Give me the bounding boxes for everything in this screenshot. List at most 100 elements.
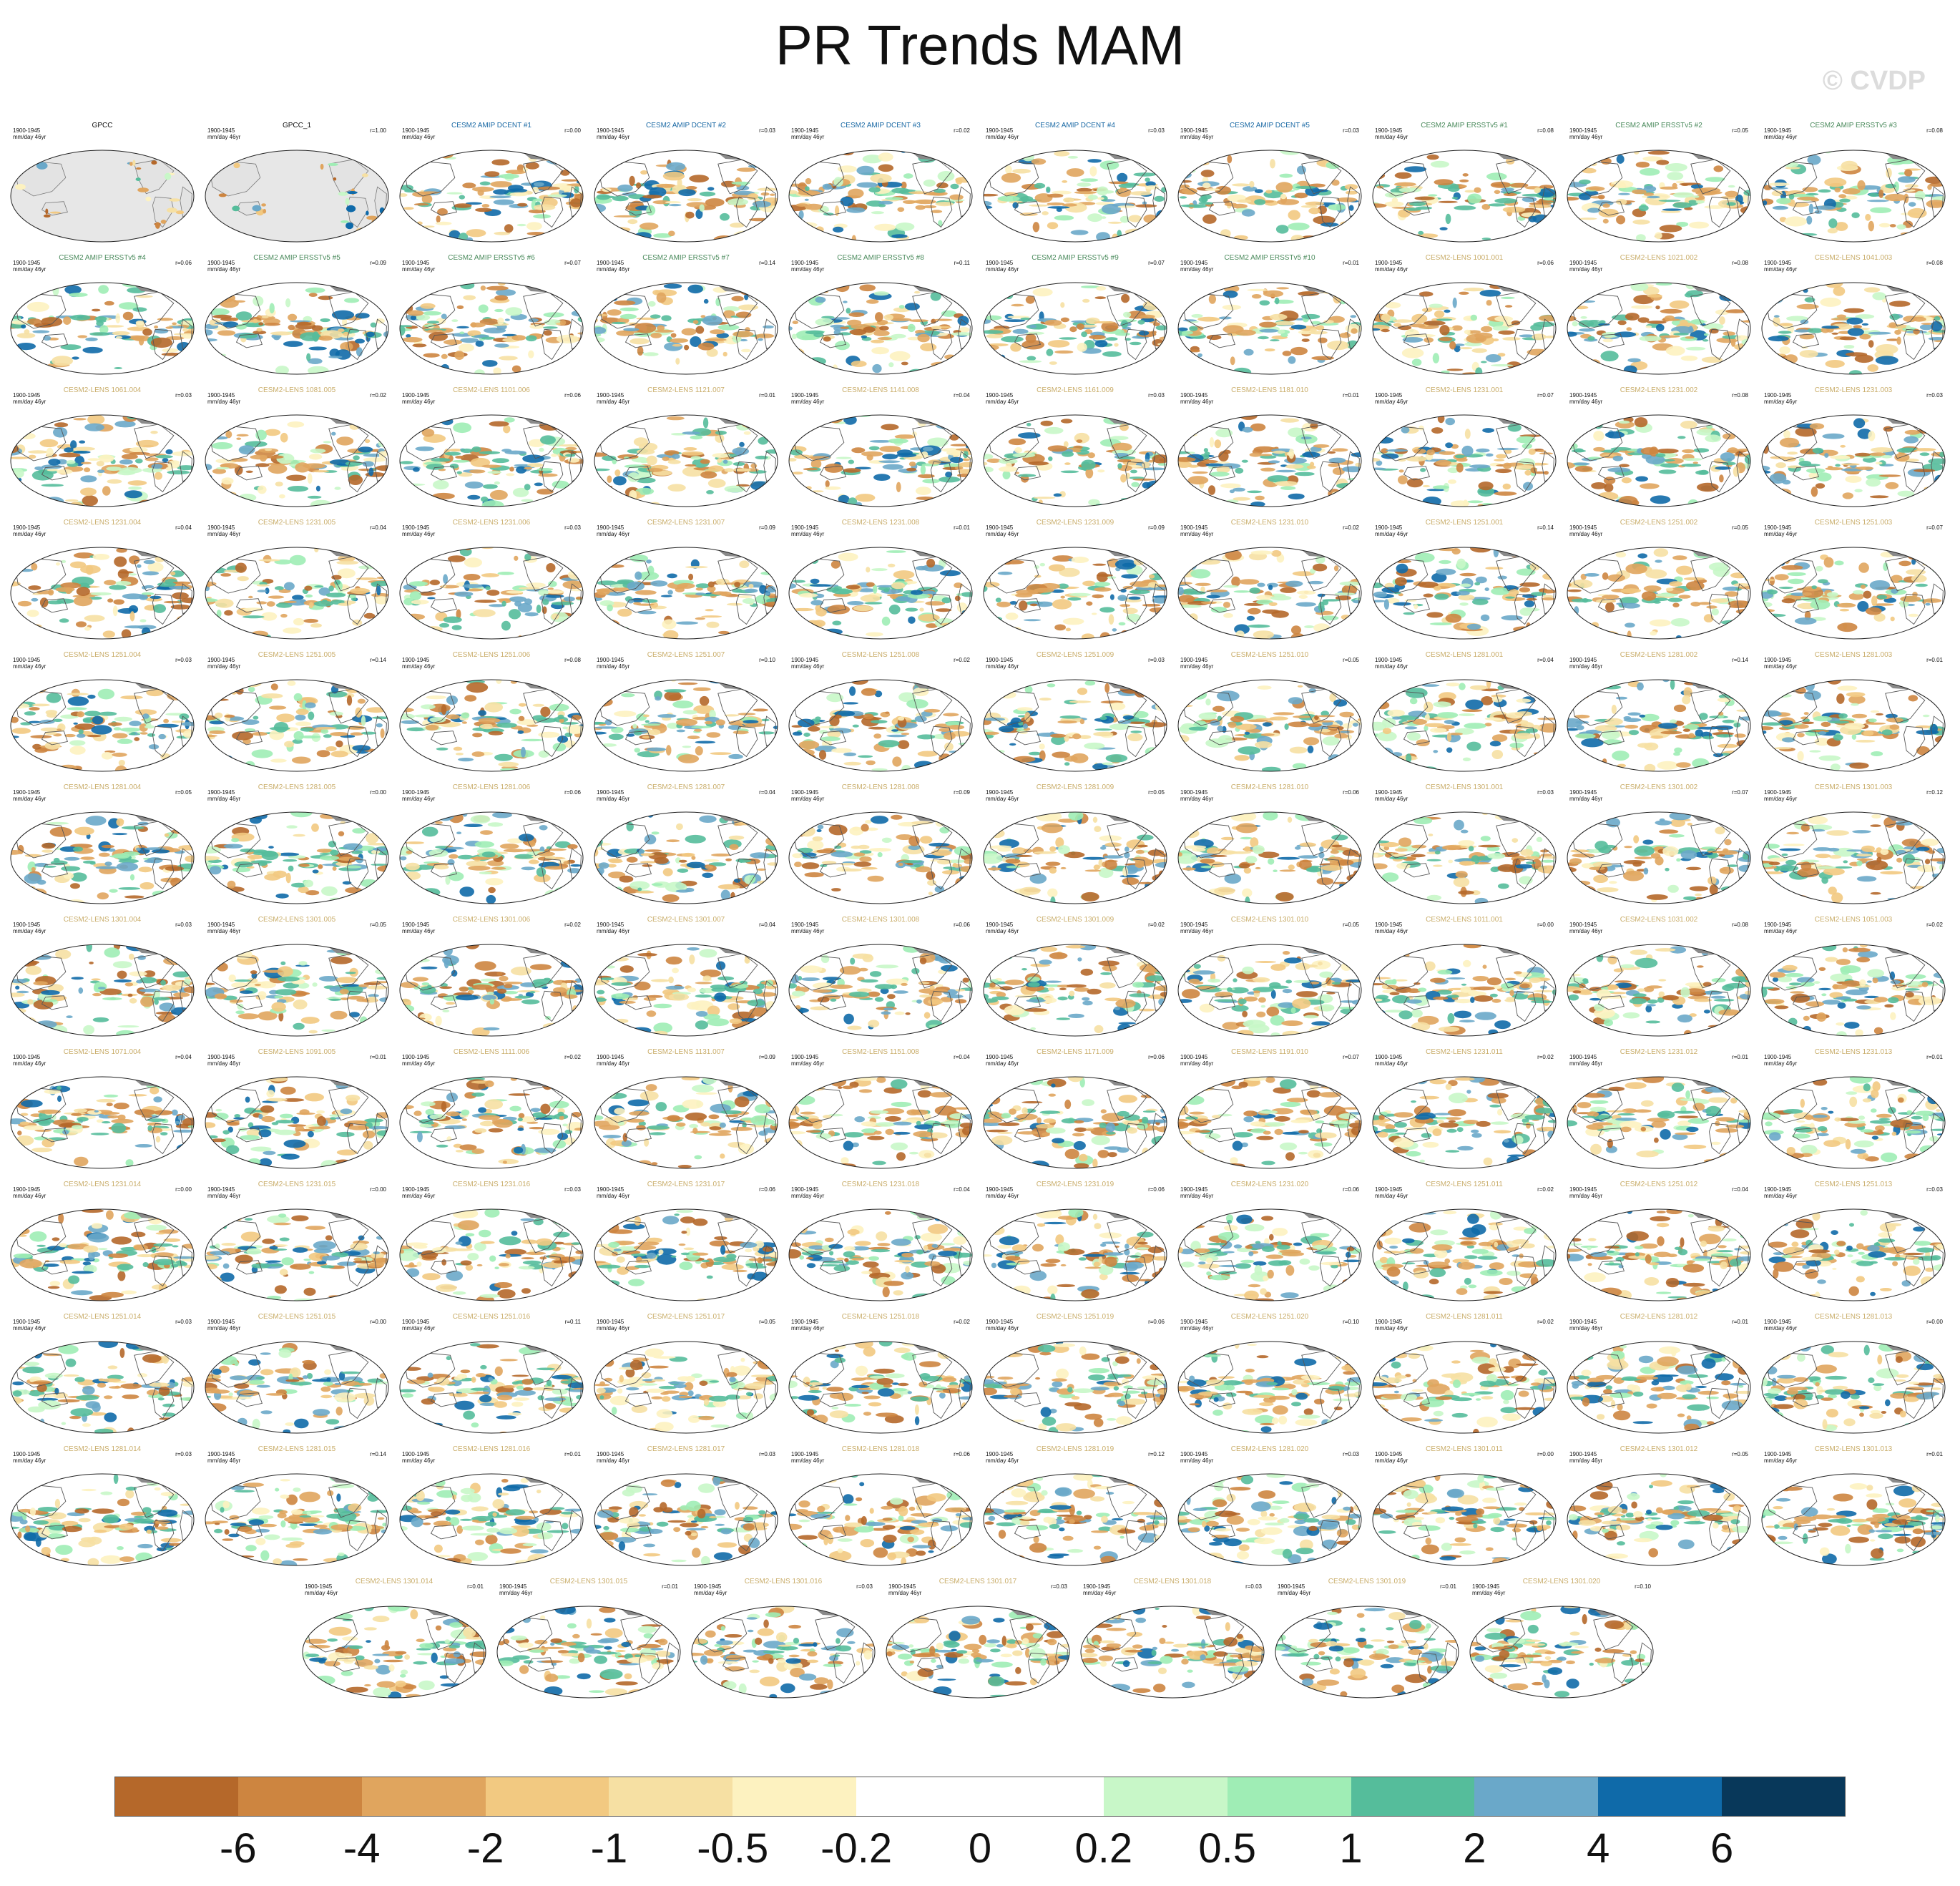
trend-blob xyxy=(428,331,449,341)
trend-blob xyxy=(702,417,709,429)
trend-blob xyxy=(1471,348,1487,353)
trend-blob xyxy=(1012,452,1036,458)
trend-blob xyxy=(101,752,113,760)
trend-blob xyxy=(702,316,723,326)
coastline xyxy=(1124,328,1147,361)
coastline xyxy=(1182,558,1234,594)
trend-blob xyxy=(115,581,132,586)
trend-blob xyxy=(701,615,722,618)
trend-blob xyxy=(409,591,422,600)
trend-blob xyxy=(1060,595,1065,599)
land-shape xyxy=(209,161,261,197)
map-border xyxy=(205,414,389,507)
coastline xyxy=(1319,196,1342,228)
trend-blob xyxy=(368,467,374,477)
trend-blob xyxy=(1495,469,1512,474)
panel-correlation: r=0.14 xyxy=(759,260,775,266)
trend-blob xyxy=(1665,346,1685,356)
trend-blob xyxy=(104,325,124,328)
trend-blob xyxy=(640,460,648,464)
trend-blob xyxy=(1614,331,1637,338)
panel-period: 1900-1945 xyxy=(402,524,430,531)
trend-blob xyxy=(1690,602,1701,607)
trend-blob xyxy=(1501,187,1514,191)
trend-blob xyxy=(848,459,854,464)
trend-blob xyxy=(1076,187,1092,192)
trend-blob xyxy=(478,304,489,313)
trend-blob xyxy=(1572,321,1578,327)
trend-blob xyxy=(1404,207,1422,211)
trend-blob xyxy=(1460,583,1471,587)
map-border xyxy=(1177,150,1362,243)
trend-blob xyxy=(34,466,44,471)
map-panel: CESM2-LENS 1021.002 1900-1945 mm/day 46yr r… xyxy=(1565,253,1753,378)
trend-blob xyxy=(681,451,704,456)
trend-blob xyxy=(1878,223,1891,228)
trend-blob xyxy=(1062,617,1084,625)
coastline xyxy=(403,161,456,197)
trend-blob xyxy=(890,594,898,600)
trend-blob xyxy=(1352,303,1360,308)
trend-blob xyxy=(420,303,436,309)
trend-blob xyxy=(538,473,558,477)
map-border xyxy=(1567,282,1751,375)
trend-blob xyxy=(1044,319,1062,326)
trend-blob xyxy=(1847,328,1864,336)
panel-title: CESM2-LENS 1231.007 xyxy=(647,519,725,527)
coastline xyxy=(1903,461,1926,493)
trend-blob xyxy=(1192,357,1203,366)
trend-blob xyxy=(172,451,194,456)
trend-blob xyxy=(1323,320,1334,324)
trend-blob xyxy=(1643,192,1654,196)
trend-blob xyxy=(1679,319,1688,326)
trend-blob xyxy=(809,370,827,374)
trend-blob xyxy=(866,299,879,304)
trend-blob xyxy=(1054,350,1074,354)
trend-blob xyxy=(97,469,105,473)
trend-blob xyxy=(1907,207,1927,219)
trend-blob xyxy=(1180,433,1197,437)
trend-blob xyxy=(456,609,461,620)
trend-blob xyxy=(1762,308,1770,311)
trend-blob xyxy=(443,616,462,623)
map-svg xyxy=(10,414,195,507)
trend-blob xyxy=(480,497,489,502)
trend-blob xyxy=(295,714,306,720)
trend-blob xyxy=(1799,333,1815,340)
trend-blob xyxy=(1459,572,1476,577)
trend-blob xyxy=(1355,462,1361,467)
coastline xyxy=(541,328,564,361)
trend-blob xyxy=(1386,597,1400,604)
trend-blob xyxy=(594,289,604,295)
trend-blob xyxy=(371,592,388,597)
map-border xyxy=(1761,282,1946,375)
trend-blob xyxy=(1406,478,1424,488)
trend-blob xyxy=(1763,200,1768,206)
trend-blob xyxy=(1567,292,1588,296)
trend-blob xyxy=(640,223,659,230)
trend-blob xyxy=(346,222,354,230)
trend-blob xyxy=(340,220,349,223)
trend-blob xyxy=(1080,178,1099,182)
trend-blob xyxy=(135,177,141,181)
panel-correlation: r=0.03 xyxy=(1148,392,1165,399)
trend-blob xyxy=(508,609,521,620)
trend-blob xyxy=(1220,483,1241,489)
trend-blob xyxy=(1772,205,1788,210)
trend-blob xyxy=(539,283,555,285)
trend-blob xyxy=(427,235,441,239)
trend-blob xyxy=(1114,559,1137,570)
trend-blob xyxy=(1004,319,1026,322)
trend-blob xyxy=(181,369,194,374)
trend-blob xyxy=(1077,323,1084,330)
trend-blob xyxy=(705,338,727,341)
trend-blob xyxy=(1794,329,1810,333)
trend-blob xyxy=(356,347,363,357)
trend-blob xyxy=(740,417,756,429)
trend-blob xyxy=(467,494,481,500)
trend-blob xyxy=(451,625,462,630)
trend-blob xyxy=(225,431,232,439)
trend-blob xyxy=(215,598,234,608)
trend-blob xyxy=(1692,461,1698,464)
trend-blob xyxy=(1831,332,1839,335)
